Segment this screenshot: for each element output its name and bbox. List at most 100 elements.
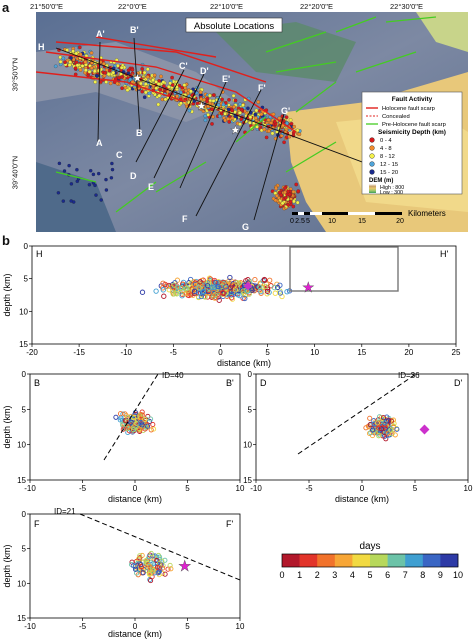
hypocenter xyxy=(242,295,248,302)
hypocenter xyxy=(277,290,284,296)
svg-text:distance (km): distance (km) xyxy=(335,494,389,504)
quake-point xyxy=(262,127,267,132)
quake-point xyxy=(271,112,276,117)
y-tick-label: 15 xyxy=(19,340,28,349)
quake-point xyxy=(142,95,147,100)
colorbar-swatch xyxy=(440,554,459,567)
hypocenter xyxy=(254,284,260,290)
hypocenter xyxy=(132,566,139,572)
hypocenter xyxy=(144,423,151,429)
quake-point xyxy=(288,118,293,122)
mainshock-star: ★ xyxy=(302,279,315,295)
hypocenter xyxy=(223,287,229,293)
quake-point xyxy=(203,118,208,123)
y-tick-label: 0 xyxy=(24,242,29,251)
x-tick-label: -10 xyxy=(120,348,132,357)
svg-text:D: D xyxy=(130,171,137,181)
x-tick-label: 5 xyxy=(265,348,270,357)
x-tick-label: 10 xyxy=(236,622,245,631)
hypocenter xyxy=(220,289,226,296)
quake-point xyxy=(61,56,66,61)
lon-tick: 21°50'0"E xyxy=(30,2,63,11)
days-colorbar: days 0 1 2 3 4 5 6 7 8 9 10 xyxy=(279,541,463,580)
hypocenter xyxy=(155,570,161,576)
quake-point xyxy=(282,140,286,145)
hypocenter xyxy=(205,279,211,285)
hypocenter xyxy=(197,279,203,285)
quake-point xyxy=(154,80,158,84)
y-tick-label: 15 xyxy=(17,476,26,485)
quake-point xyxy=(246,106,250,111)
hypocenter xyxy=(236,280,243,286)
lon-tick: 22°20'0"E xyxy=(300,2,333,11)
quake-point xyxy=(189,89,193,94)
quake-point xyxy=(110,161,114,166)
svg-text:10: 10 xyxy=(328,218,336,225)
hypocenter xyxy=(132,563,139,569)
quake-point xyxy=(203,114,208,118)
hypocenter xyxy=(370,427,376,433)
y-tick-label: 0 xyxy=(22,510,27,519)
svg-text:H: H xyxy=(36,249,43,259)
x-tick-label: 0 xyxy=(218,348,223,357)
quake-point xyxy=(283,186,287,190)
hypocenter xyxy=(232,287,239,293)
hypocenter xyxy=(175,284,181,291)
quake-point xyxy=(295,128,300,133)
svg-text:B: B xyxy=(136,128,143,138)
section-hh: ★ H H' -20 -15 -10 -5 0 5 10 15 20 25 0 5 10 15 dist… xyxy=(2,242,461,368)
svg-text:ID=36: ID=36 xyxy=(398,371,420,380)
quake-point xyxy=(53,64,58,69)
hypocenter xyxy=(264,288,271,294)
quake-point xyxy=(170,83,175,87)
quake-point xyxy=(158,87,163,92)
svg-text:F': F' xyxy=(258,83,266,93)
quake-point xyxy=(221,102,226,107)
colorbar-swatch xyxy=(282,554,300,567)
hypocenter xyxy=(149,568,155,574)
quake-point xyxy=(220,97,224,102)
svg-text:C: C xyxy=(116,150,123,160)
profile-lines xyxy=(55,37,417,221)
hypocenter xyxy=(195,284,202,291)
quake-point xyxy=(288,199,293,204)
quake-point xyxy=(295,200,300,205)
quake-point xyxy=(93,183,97,188)
legend-depth-label: 15 - 20 xyxy=(380,170,398,176)
hypocenter xyxy=(234,279,240,286)
quake-point xyxy=(277,190,282,195)
svg-text:Seismicity Depth (km): Seismicity Depth (km) xyxy=(378,129,446,136)
svg-text:Pre-Holocene fault scarp: Pre-Holocene fault scarp xyxy=(382,122,446,128)
hypocenter xyxy=(144,568,150,574)
quake-point xyxy=(216,103,221,107)
hypocenter xyxy=(165,566,171,572)
x-tick-label: 10 xyxy=(464,484,473,493)
quake-point xyxy=(108,81,113,86)
quake-point xyxy=(230,116,235,121)
quake-point xyxy=(166,84,171,89)
quake-point xyxy=(207,93,212,98)
hypocenter xyxy=(137,553,143,559)
quake-point xyxy=(253,116,258,120)
svg-text:Fault Activity: Fault Activity xyxy=(392,96,433,103)
quake-point xyxy=(259,112,264,117)
hypocenter xyxy=(376,433,382,439)
x-tick-label: 10 xyxy=(310,348,319,357)
hypocenter xyxy=(213,279,219,286)
svg-text:F': F' xyxy=(226,519,233,529)
quake-point xyxy=(143,82,148,86)
quake-point xyxy=(269,121,274,125)
y-tick-label: 5 xyxy=(24,275,29,284)
quake-point xyxy=(184,88,188,93)
quake-point xyxy=(283,190,287,195)
y-tick-label: 10 xyxy=(19,307,28,316)
svg-text:Kilometers: Kilometers xyxy=(408,209,446,218)
quake-point xyxy=(152,73,157,78)
quake-point xyxy=(77,45,82,50)
quake-point xyxy=(187,108,192,113)
x-tick-label: -10 xyxy=(250,484,262,493)
legend-depth-label: 4 - 8 xyxy=(380,146,392,152)
hypocenter xyxy=(386,427,392,433)
svg-text:distance (km): distance (km) xyxy=(108,629,162,639)
quake-point xyxy=(287,192,292,197)
